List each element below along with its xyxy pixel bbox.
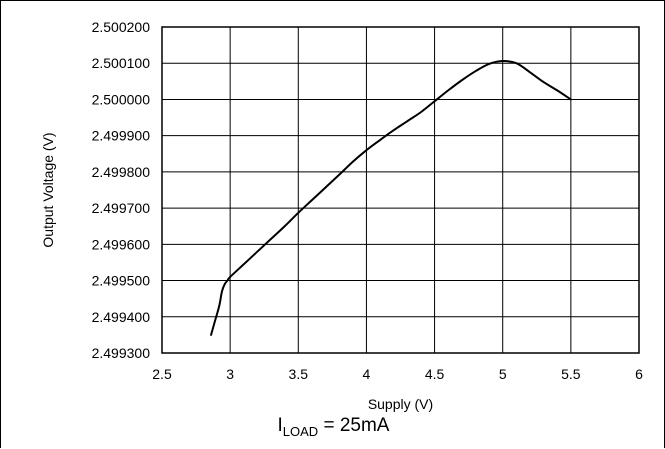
x-tick-label: 6 (635, 366, 643, 382)
x-tick-label: 3 (226, 366, 234, 382)
y-tick-label: 2.499300 (92, 345, 151, 361)
series-line (210, 60, 572, 336)
y-tick-label: 2.500100 (92, 55, 151, 71)
x-tick-label: 5 (499, 366, 507, 382)
caption-rest: = 25mA (318, 415, 390, 436)
caption-subscript: LOAD (282, 423, 319, 439)
y-tick-label: 2.499600 (92, 236, 151, 252)
y-tick-label: 2.499900 (92, 128, 151, 144)
x-axis-title: Supply (V) (368, 396, 433, 412)
y-tick-label: 2.500000 (92, 91, 151, 107)
y-tick-label: 2.500200 (92, 19, 151, 35)
y-tick-label: 2.499800 (92, 164, 151, 180)
caption-main: I (277, 415, 283, 436)
chart-caption: ILOAD = 25mA (1, 415, 665, 439)
y-tick-label: 2.499500 (92, 273, 151, 289)
x-tick-label: 4 (363, 366, 371, 382)
x-tick-label: 5.5 (561, 366, 581, 382)
plot-area-border (161, 26, 640, 354)
y-tick-label: 2.499700 (92, 200, 151, 216)
x-tick-label: 4.5 (425, 366, 445, 382)
y-axis-title: Output Voltage (V) (40, 132, 56, 247)
x-tick-label: 2.5 (152, 366, 172, 382)
x-tick-label: 3.5 (289, 366, 309, 382)
y-tick-label: 2.499400 (92, 309, 151, 325)
